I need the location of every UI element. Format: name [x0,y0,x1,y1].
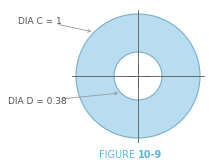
Circle shape [76,14,200,138]
Text: FIGURE: FIGURE [99,150,138,160]
Text: 10-9: 10-9 [138,150,162,160]
Text: DIA D = 0.38: DIA D = 0.38 [8,97,67,107]
Circle shape [114,52,162,100]
Text: DIA C = 1: DIA C = 1 [18,17,62,27]
